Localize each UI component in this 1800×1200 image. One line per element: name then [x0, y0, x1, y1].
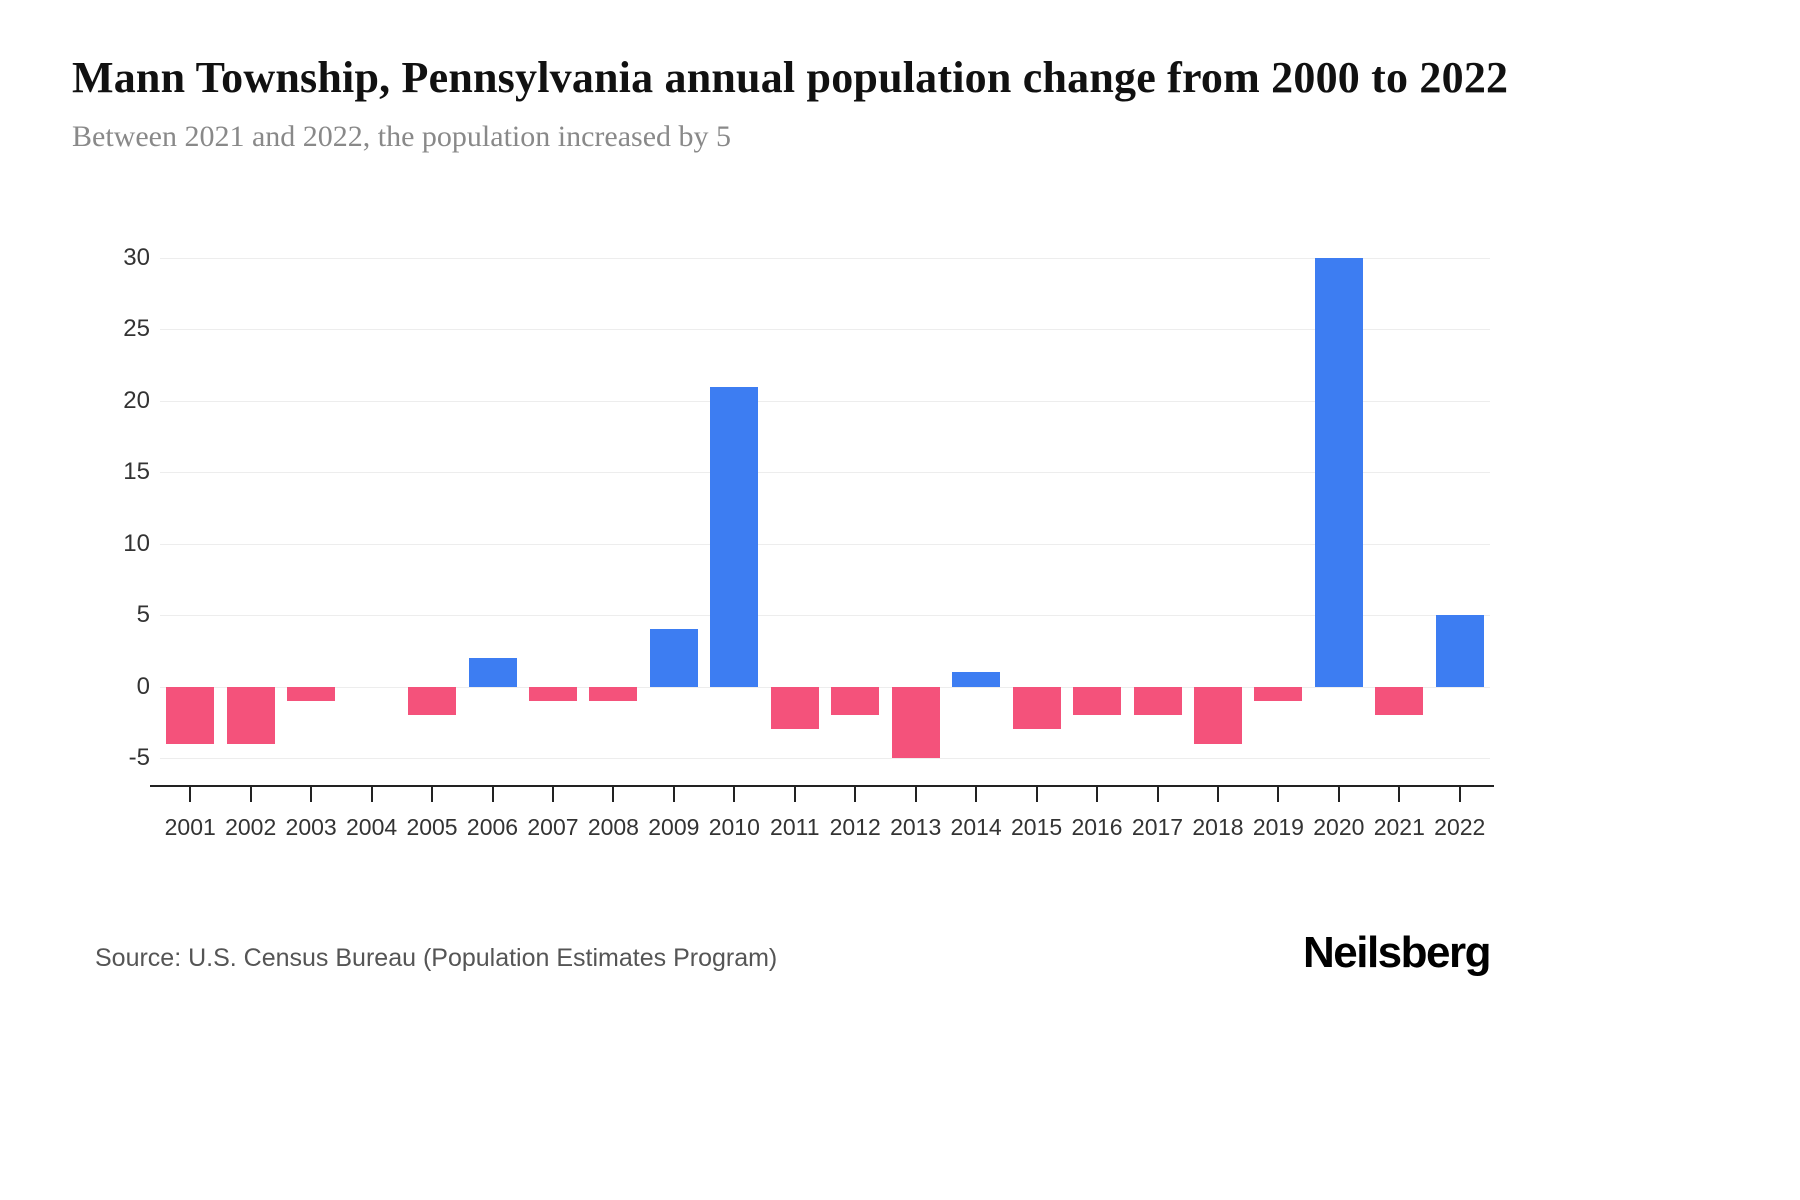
x-axis-tick [914, 787, 917, 802]
x-axis-label-2005: 2005 [406, 814, 458, 840]
bar-2011 [770, 686, 819, 730]
bar-2009 [649, 629, 698, 687]
bar-2017 [1133, 686, 1182, 716]
gridline-y-25 [160, 329, 1490, 331]
bar-chart: -5 0 5 10 15 20 25 30 2001 2002 2003 2004 2005 2006 20… [95, 244, 1495, 890]
gridline-y-5 [160, 615, 1490, 617]
gridline-y-30 [160, 258, 1490, 259]
x-axis-tick [612, 787, 615, 802]
bar-2010 [710, 386, 759, 687]
x-axis-label-2007: 2007 [527, 814, 579, 840]
x-axis-label-2011: 2011 [770, 814, 820, 840]
x-axis-tick [1277, 787, 1280, 802]
source-text: Source: U.S. Census Bureau (Population E… [95, 944, 778, 972]
x-axis-label-2006: 2006 [466, 814, 519, 840]
y-axis-tick-label: 15 [123, 458, 150, 486]
chart-subtitle: Between 2021 and 2022, the population in… [72, 120, 732, 153]
x-axis-tick [370, 787, 373, 802]
x-axis-line [150, 785, 1494, 787]
x-axis-label-2010: 2010 [708, 814, 760, 840]
x-axis-tick [1398, 787, 1401, 802]
x-axis-tick [733, 787, 736, 802]
bar-2007 [528, 686, 577, 701]
y-axis-tick-label: 5 [136, 601, 150, 629]
bar-2022 [1435, 615, 1484, 687]
x-axis-label-2003: 2003 [285, 814, 337, 840]
x-axis-label-2017: 2017 [1131, 814, 1184, 840]
y-axis-tick-label: 20 [123, 386, 150, 414]
x-axis-label-2013: 2013 [890, 814, 942, 840]
bar-2013 [891, 686, 940, 758]
bar-2018 [1193, 686, 1242, 744]
x-axis-label-2018: 2018 [1192, 814, 1244, 840]
plot-area: -5 0 5 10 15 20 25 30 2001 2002 2003 2004 2005 2006 20… [123, 244, 1494, 840]
x-axis-label-2001: 2001 [164, 814, 216, 840]
y-axis-tick-label: -5 [128, 744, 150, 771]
x-axis-tick [975, 787, 978, 802]
y-axis-tick-label: 25 [123, 315, 150, 343]
gridline-y-10 [160, 543, 1490, 545]
x-axis-label-2022: 2022 [1434, 814, 1486, 840]
bar-2001 [166, 686, 215, 744]
x-axis-tick [672, 787, 675, 802]
bar-2005 [408, 686, 457, 716]
bar-2016 [1073, 686, 1122, 716]
x-axis-tick [310, 787, 313, 802]
x-axis-tick [793, 787, 796, 802]
x-axis-tick [1337, 787, 1340, 802]
x-axis-tick [1096, 787, 1099, 802]
gridline-y-15 [160, 472, 1490, 474]
x-axis-tick [1458, 787, 1461, 802]
bar-2020 [1314, 258, 1363, 687]
x-axis-label-2012: 2012 [829, 814, 881, 840]
y-axis-tick-label: 30 [123, 244, 150, 271]
bar-2012 [831, 686, 880, 716]
gridline-y-0 [160, 686, 1490, 688]
x-axis-tick [1216, 787, 1219, 802]
gridline-y-20 [160, 400, 1490, 402]
x-axis-label-2015: 2015 [1010, 814, 1063, 840]
x-axis-label-2014: 2014 [950, 814, 1002, 840]
x-axis-label-2016: 2016 [1071, 814, 1123, 840]
x-axis-label-2008: 2008 [587, 814, 639, 840]
chart-title: Mann Township, Pennsylvania annual popul… [72, 53, 1509, 102]
bar-2006 [468, 658, 517, 687]
y-axis-tick-label: 10 [123, 529, 150, 557]
x-axis-tick [431, 787, 434, 802]
x-axis-tick [1156, 787, 1159, 802]
x-axis-tick [491, 787, 494, 802]
x-axis-label-2002: 2002 [225, 814, 277, 840]
x-axis-label-2021: 2021 [1373, 814, 1425, 840]
x-axis-tick [854, 787, 857, 802]
x-axis-label-2009: 2009 [648, 814, 700, 840]
x-axis-label-2020: 2020 [1313, 814, 1365, 840]
bar-2002 [226, 686, 275, 744]
x-axis-tick [1035, 787, 1038, 802]
x-axis-label-2004: 2004 [345, 814, 398, 840]
neilsberg-logo: Neilsberg [1302, 928, 1492, 977]
bar-2003 [287, 686, 336, 701]
x-axis-label-2019: 2019 [1252, 814, 1304, 840]
gridline-y--5 [160, 758, 1490, 759]
x-axis-tick [189, 787, 192, 802]
bar-2019 [1254, 686, 1303, 701]
bar-2008 [589, 686, 638, 701]
y-axis-tick-label: 0 [136, 672, 150, 700]
bar-2021 [1375, 686, 1424, 716]
x-axis-tick [249, 787, 252, 802]
bar-2014 [952, 672, 1001, 687]
bar-2015 [1012, 686, 1061, 730]
x-axis-tick [551, 787, 554, 802]
